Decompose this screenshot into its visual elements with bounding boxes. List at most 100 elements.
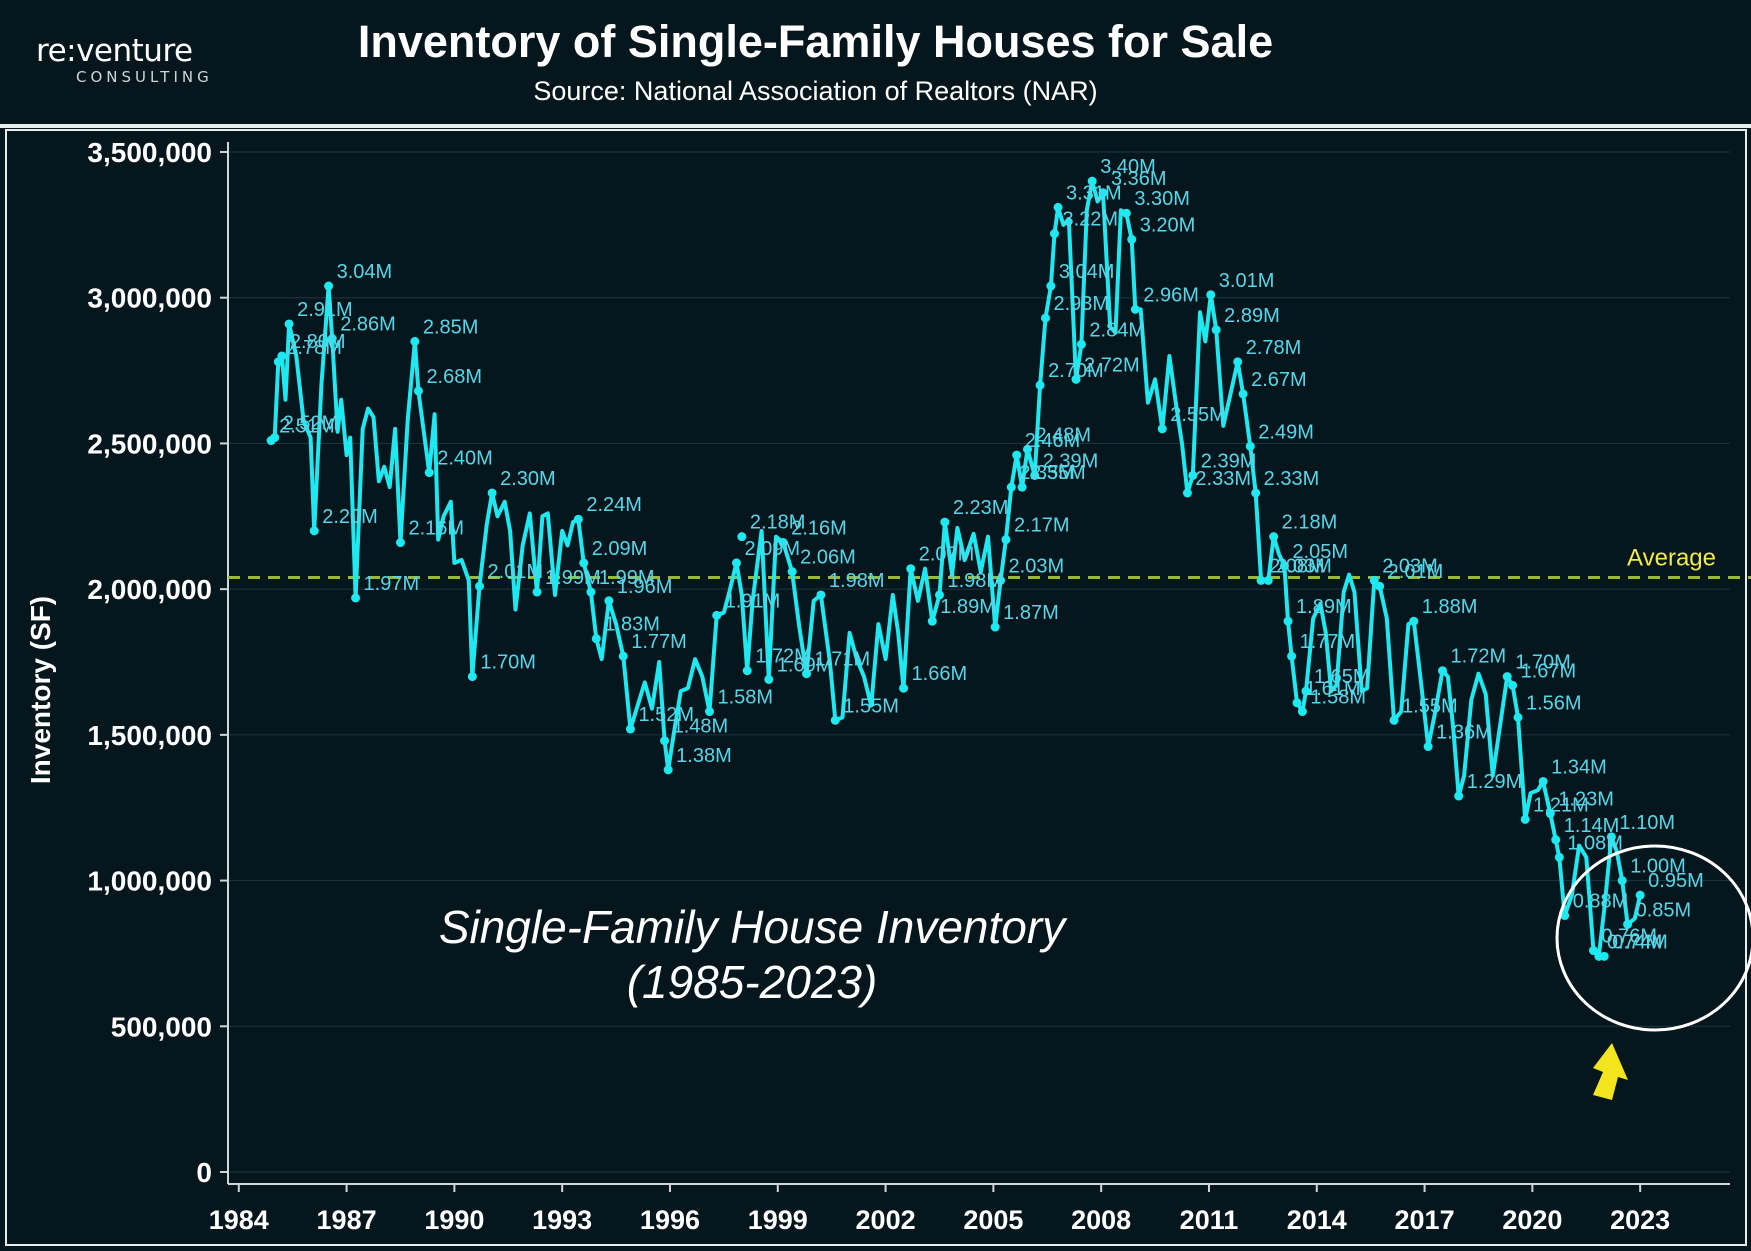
data-label: 1.67M xyxy=(1521,660,1577,682)
data-point xyxy=(532,587,542,597)
x-tick-label: 2002 xyxy=(856,1205,916,1235)
data-label: 2.16M xyxy=(408,518,464,540)
data-label: 2.55M xyxy=(1170,404,1226,426)
data-label: 2.80M xyxy=(290,331,346,353)
data-label: 1.70M xyxy=(1515,652,1571,674)
y-tick-label: 1,500,000 xyxy=(87,720,212,751)
data-point xyxy=(1538,776,1548,786)
data-label: 1.38M xyxy=(676,745,732,767)
data-point xyxy=(467,672,477,682)
data-label: 3.04M xyxy=(1059,261,1115,283)
data-label: 1.72M xyxy=(1451,646,1507,668)
data-label: 3.01M xyxy=(1219,270,1275,292)
data-label: 0.88M xyxy=(1573,891,1629,913)
data-point xyxy=(1599,951,1609,961)
data-label: 3.40M xyxy=(1100,156,1156,178)
data-label: 2.05M xyxy=(1292,541,1348,563)
data-point xyxy=(1251,488,1261,498)
data-label: 2.06M xyxy=(800,547,856,569)
data-label: 2.18M xyxy=(1282,512,1338,534)
data-label: 2.03M xyxy=(1382,555,1438,577)
data-label: 2.72M xyxy=(1084,354,1140,376)
data-point xyxy=(284,319,294,329)
x-tick-label: 2023 xyxy=(1610,1205,1670,1235)
data-label: 1.14M xyxy=(1564,815,1620,837)
series-line xyxy=(269,179,1643,959)
data-point xyxy=(927,616,937,626)
data-point xyxy=(413,386,423,396)
data-point xyxy=(1130,304,1140,314)
data-label: 2.78M xyxy=(1246,337,1302,359)
data-point xyxy=(1046,281,1056,291)
data-label: 3.04M xyxy=(337,261,393,283)
data-point xyxy=(309,526,319,536)
y-tick-label: 0 xyxy=(196,1157,212,1188)
data-point xyxy=(906,564,916,574)
data-label: 1.69M xyxy=(777,654,833,676)
data-label: 1.23M xyxy=(1558,789,1614,811)
x-tick-label: 1999 xyxy=(748,1205,808,1235)
data-label: 1.36M xyxy=(1436,722,1492,744)
logo-wordmark: re:venture xyxy=(36,33,193,69)
data-point xyxy=(764,674,774,684)
highlight-arrow-icon xyxy=(1593,1043,1628,1100)
data-label: 0.74M xyxy=(1612,931,1668,953)
data-point xyxy=(934,590,944,600)
data-label: 2.03M xyxy=(1009,555,1065,577)
annotation-line-2: (1985-2023) xyxy=(627,956,878,1008)
data-point xyxy=(1071,374,1081,384)
data-label: 2.78M xyxy=(286,337,342,359)
data-point xyxy=(277,351,287,361)
data-label: 1.98M xyxy=(829,570,885,592)
data-point xyxy=(1508,680,1518,690)
y-tick-label: 3,500,000 xyxy=(87,137,212,168)
data-point xyxy=(1023,444,1033,454)
data-point xyxy=(1121,208,1131,218)
data-label: 0.74M xyxy=(1607,931,1663,953)
data-label: 2.01M xyxy=(488,561,544,583)
data-point xyxy=(1588,946,1598,956)
data-point xyxy=(1389,715,1399,725)
data-point xyxy=(591,634,601,644)
y-tick-label: 500,000 xyxy=(111,1011,212,1042)
data-point xyxy=(802,669,812,679)
data-point xyxy=(351,593,361,603)
data-label: 2.35M xyxy=(1030,462,1086,484)
data-label: 2.84M xyxy=(1089,319,1145,341)
data-label: 1.72M xyxy=(755,646,811,668)
data-labels: 2.51M2.52M2.78M2.80M2.91M2.20M3.04M2.86M… xyxy=(279,156,1704,953)
data-point xyxy=(579,558,589,568)
highlight-circle xyxy=(1555,844,1751,1032)
data-label: 2.70M xyxy=(1048,360,1104,382)
data-point xyxy=(1409,616,1419,626)
x-tick-label: 2017 xyxy=(1395,1205,1455,1235)
data-label: 2.93M xyxy=(1053,293,1109,315)
data-point xyxy=(1238,389,1248,399)
data-label: 2.20M xyxy=(322,506,378,528)
data-point xyxy=(1233,357,1243,367)
data-label: 0.95M xyxy=(1648,870,1704,892)
data-point xyxy=(996,575,1006,585)
data-point xyxy=(1040,313,1050,323)
data-point xyxy=(586,587,596,597)
data-point xyxy=(1513,712,1523,722)
y-tick-label: 1,000,000 xyxy=(87,866,212,897)
data-label: 1.00M xyxy=(1630,856,1686,878)
data-label: 1.91M xyxy=(725,590,781,612)
data-label: 1.77M xyxy=(1300,631,1356,653)
data-label: 3.22M xyxy=(1062,209,1118,231)
data-point xyxy=(705,707,715,717)
data-label: 3.31M xyxy=(1066,182,1122,204)
data-point xyxy=(1502,672,1512,682)
data-point xyxy=(1283,616,1293,626)
data-label: 1.88M xyxy=(1422,596,1478,618)
y-tick-label: 2,000,000 xyxy=(87,574,212,605)
data-label: 1.08M xyxy=(1567,832,1623,854)
data-label: 1.48M xyxy=(673,716,729,738)
x-tick-label: 2008 xyxy=(1071,1205,1131,1235)
data-point xyxy=(1017,482,1027,492)
data-point xyxy=(395,538,405,548)
y-tick-label: 2,500,000 xyxy=(87,428,212,459)
data-point xyxy=(940,517,950,527)
data-point xyxy=(1263,575,1273,585)
